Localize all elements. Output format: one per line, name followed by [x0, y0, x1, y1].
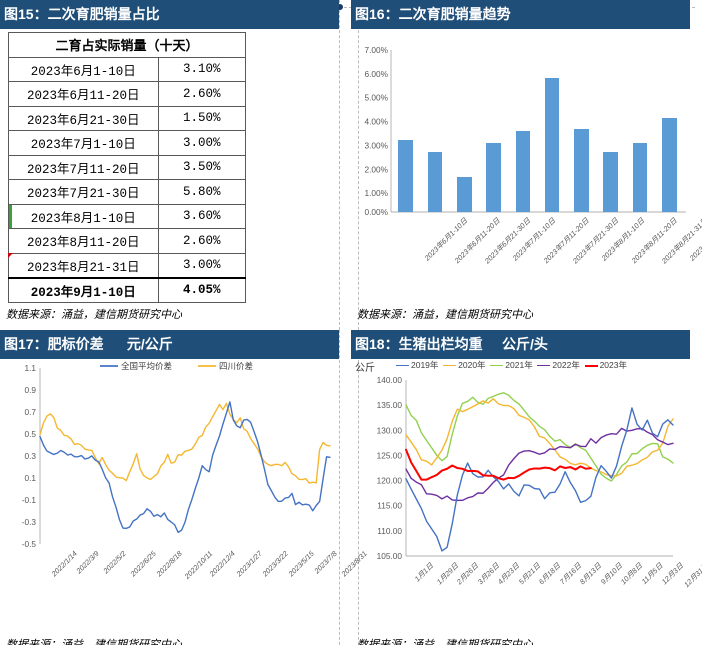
svg-text:110.00: 110.00 — [377, 526, 402, 536]
svg-text:0.9: 0.9 — [24, 385, 36, 395]
svg-text:全国平均价差: 全国平均价差 — [121, 361, 172, 371]
svg-text:2.00%: 2.00% — [364, 164, 388, 174]
svg-text:115.00: 115.00 — [377, 501, 402, 511]
svg-text:1.1: 1.1 — [24, 363, 36, 373]
svg-text:四川价差: 四川价差 — [219, 361, 253, 371]
svg-text:-0.1: -0.1 — [22, 495, 37, 505]
svg-text:-0.5: -0.5 — [22, 539, 37, 549]
svg-text:7.00%: 7.00% — [364, 45, 388, 55]
svg-text:6.00%: 6.00% — [364, 69, 388, 79]
svg-text:4.00%: 4.00% — [364, 117, 388, 127]
svg-text:0.3: 0.3 — [24, 451, 36, 461]
svg-text:-0.3: -0.3 — [22, 517, 37, 527]
svg-text:120.00: 120.00 — [377, 476, 403, 486]
svg-text:0.1: 0.1 — [24, 473, 36, 483]
svg-text:1.00%: 1.00% — [364, 188, 388, 198]
svg-text:0.00%: 0.00% — [364, 207, 388, 217]
svg-text:0.7: 0.7 — [24, 407, 36, 417]
svg-text:130.00: 130.00 — [377, 425, 403, 435]
svg-text:140.00: 140.00 — [377, 375, 403, 385]
svg-text:125.00: 125.00 — [377, 450, 403, 460]
svg-text:5.00%: 5.00% — [364, 93, 388, 103]
svg-text:0.5: 0.5 — [24, 429, 36, 439]
svg-text:3.00%: 3.00% — [364, 140, 388, 150]
svg-text:135.00: 135.00 — [377, 400, 403, 410]
svg-text:105.00: 105.00 — [377, 551, 403, 561]
